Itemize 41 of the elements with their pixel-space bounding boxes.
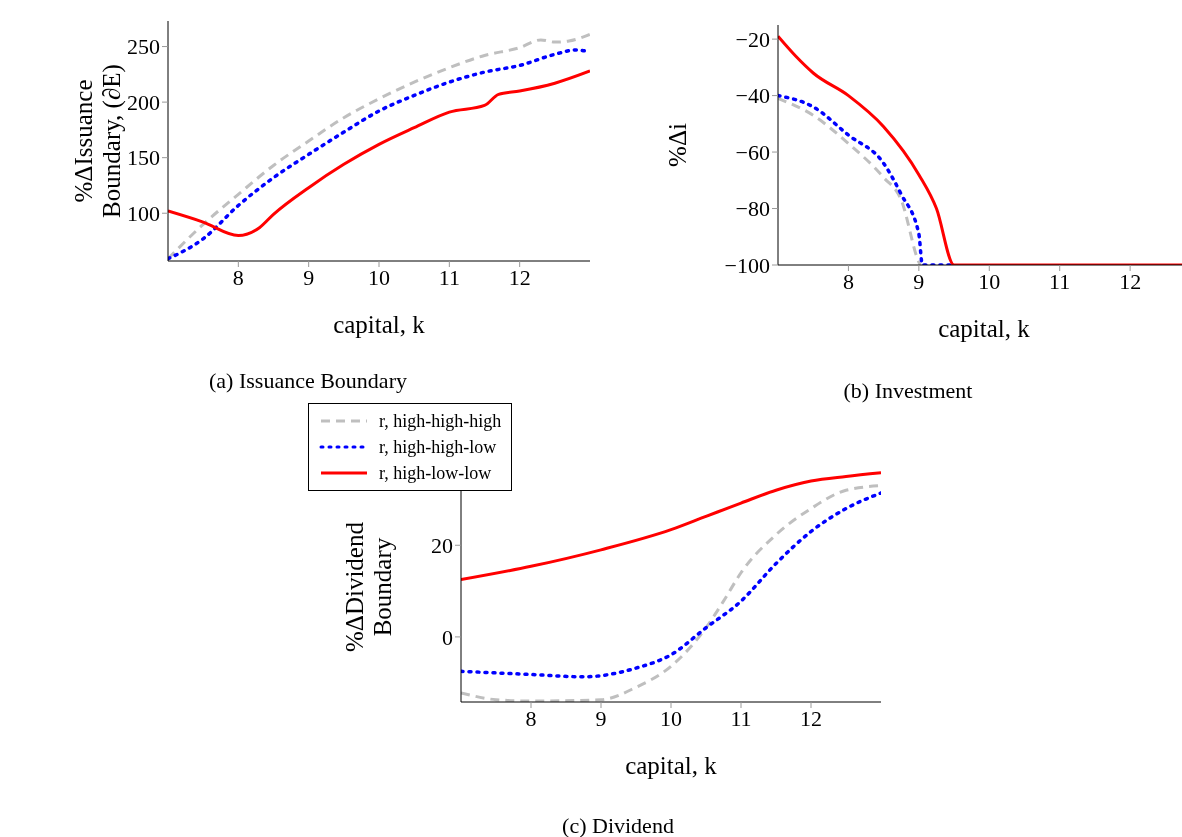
line-series: [778, 93, 953, 265]
y-axis-title: %ΔIssuance Boundary, (∂E): [70, 63, 126, 220]
legend-label: r, high-high-high: [379, 410, 502, 432]
x-tick-label: 9: [913, 268, 925, 294]
legend-label: r, high-high-low: [379, 436, 497, 458]
x-tick-label: 10: [660, 705, 682, 731]
x-axis-title: capital, k: [333, 311, 426, 338]
y-tick-label: −100: [724, 252, 770, 278]
x-axis-title: capital, k: [938, 315, 1031, 342]
x-tick-label: 11: [438, 264, 460, 290]
line-series: [168, 69, 590, 237]
y-tick-label: −60: [735, 139, 770, 165]
x-axis-title: capital, k: [625, 752, 718, 779]
line-series: [778, 96, 922, 265]
x-tick-label: 8: [232, 264, 244, 290]
x-tick-label: 11: [1049, 268, 1071, 294]
y-tick-label: −80: [735, 196, 770, 222]
y-tick-label: 0: [442, 624, 453, 650]
x-tick-label: 11: [730, 705, 752, 731]
y-tick-label: 200: [127, 89, 160, 115]
text: (b) Investment: [842, 378, 974, 404]
x-tick-label: 12: [800, 705, 822, 731]
y-tick-label: −40: [735, 83, 770, 109]
text: (a) Issuance Boundary: [208, 368, 408, 394]
y-axis-title: %ΔDividend Boundary: [340, 520, 396, 654]
y-tick-label: 20: [431, 533, 453, 559]
y-tick-label: 100: [127, 201, 160, 227]
text: (c) Dividend: [561, 813, 675, 837]
x-tick-label: 9: [595, 705, 607, 731]
x-tick-label: 8: [842, 268, 854, 294]
x-tick-label: 12: [1119, 268, 1142, 294]
y-tick-label: −20: [735, 26, 770, 52]
x-tick-label: 8: [525, 705, 537, 731]
x-tick-label: 12: [508, 264, 531, 290]
y-tick-label: 250: [127, 34, 160, 60]
x-tick-label: 10: [368, 264, 390, 290]
x-tick-label: 9: [303, 264, 315, 290]
y-axis-title: %Δi: [664, 122, 692, 169]
y-tick-label: 150: [127, 145, 160, 171]
legend-label: r, high-low-low: [379, 462, 492, 484]
x-tick-label: 10: [978, 268, 1001, 294]
